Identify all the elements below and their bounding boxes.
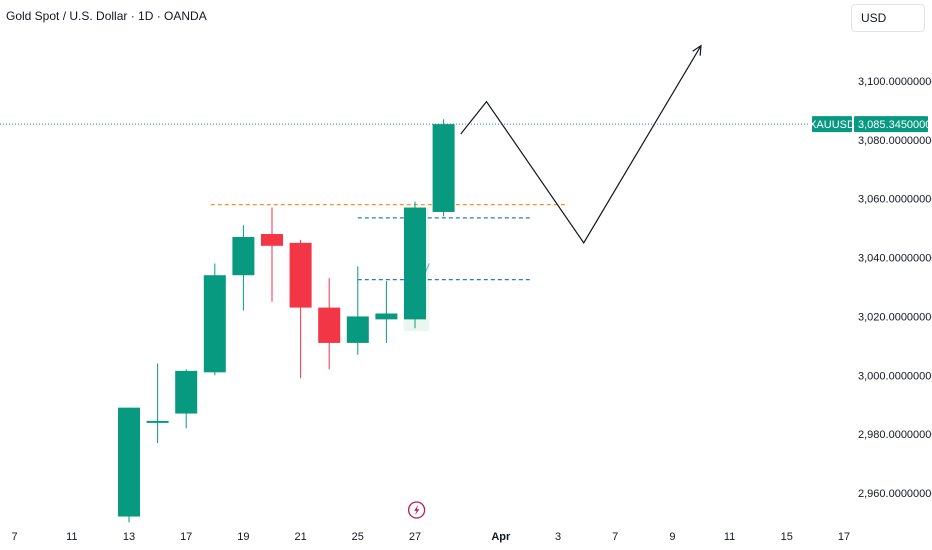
time-tick-label: 19 <box>237 531 249 543</box>
price-tick-label: 3,000.000000000 <box>858 370 932 382</box>
time-tick-label: 3 <box>555 531 561 543</box>
event-icon-layer[interactable] <box>407 501 426 519</box>
candle-body <box>118 407 140 517</box>
last-price-tag <box>854 116 928 133</box>
candle <box>432 119 455 217</box>
candle <box>375 281 398 343</box>
candle <box>232 225 255 311</box>
price-tick-label: 3,080.000000000 <box>858 135 932 147</box>
candle-body <box>404 207 426 320</box>
price-tick-label: 2,960.000000000 <box>858 488 932 500</box>
time-tick-label: 17 <box>180 531 192 543</box>
candle <box>146 363 169 443</box>
last-price-label: 3,085.345000000 <box>858 119 932 131</box>
time-tick-label: 25 <box>352 531 364 543</box>
price-tick-label: 3,020.000000000 <box>858 311 932 323</box>
time-axis[interactable]: 7 11 13 17 19 21 25 27 Apr 3 7 9 11 15 17 <box>12 531 851 543</box>
time-tick-label: 13 <box>123 531 135 543</box>
candle <box>318 278 341 370</box>
candle <box>261 207 283 302</box>
candle-body <box>289 242 312 308</box>
time-tick-label: 11 <box>66 531 77 543</box>
candle-body <box>175 370 198 414</box>
candle <box>289 239 312 379</box>
candle <box>404 201 426 329</box>
lightning-icon <box>414 505 420 515</box>
time-tick-label: 11 <box>724 531 735 543</box>
currency-button[interactable]: USD <box>851 4 925 32</box>
candle-body <box>375 313 398 320</box>
candle-body <box>146 420 169 423</box>
projection-path[interactable] <box>460 45 702 244</box>
price-axis[interactable]: 3,100.000000000 3,080.000000000 3,060.0000… <box>858 76 932 500</box>
drawing-lines-layer <box>0 123 810 297</box>
price-tick-label: 2,980.000000000 <box>858 429 932 441</box>
candles-layer <box>118 119 455 523</box>
candle-body <box>432 124 455 212</box>
time-tick-label: 17 <box>838 531 850 543</box>
symbol-tag-label: XAUUSD <box>809 119 855 131</box>
time-tick-label: 27 <box>409 531 421 543</box>
candle <box>203 263 226 376</box>
candle <box>346 266 369 355</box>
price-tick-label: 3,060.000000000 <box>858 194 932 206</box>
projection-arrowhead <box>692 44 702 56</box>
time-tick-label: 7 <box>12 531 18 543</box>
candle-body <box>346 316 369 343</box>
time-tick-label: Apr <box>491 531 511 543</box>
chart-title: Gold Spot / U.S. Dollar · 1D · OANDA <box>6 9 207 23</box>
time-tick-label: 21 <box>294 531 306 543</box>
candle-body <box>318 307 341 343</box>
candle <box>118 407 140 523</box>
price-tick-label: 3,040.000000000 <box>858 253 932 265</box>
projection-path-layer[interactable] <box>460 44 702 244</box>
symbol-tag <box>812 116 852 133</box>
time-tick-label: 15 <box>781 531 793 543</box>
candle <box>175 369 198 429</box>
price-tick-label: 3,100.000000000 <box>858 76 932 88</box>
time-tick-label: 7 <box>612 531 618 543</box>
time-tick-label: 9 <box>669 531 675 543</box>
candle-body <box>232 236 255 276</box>
candle-body <box>203 275 226 373</box>
candle-body <box>261 234 283 246</box>
